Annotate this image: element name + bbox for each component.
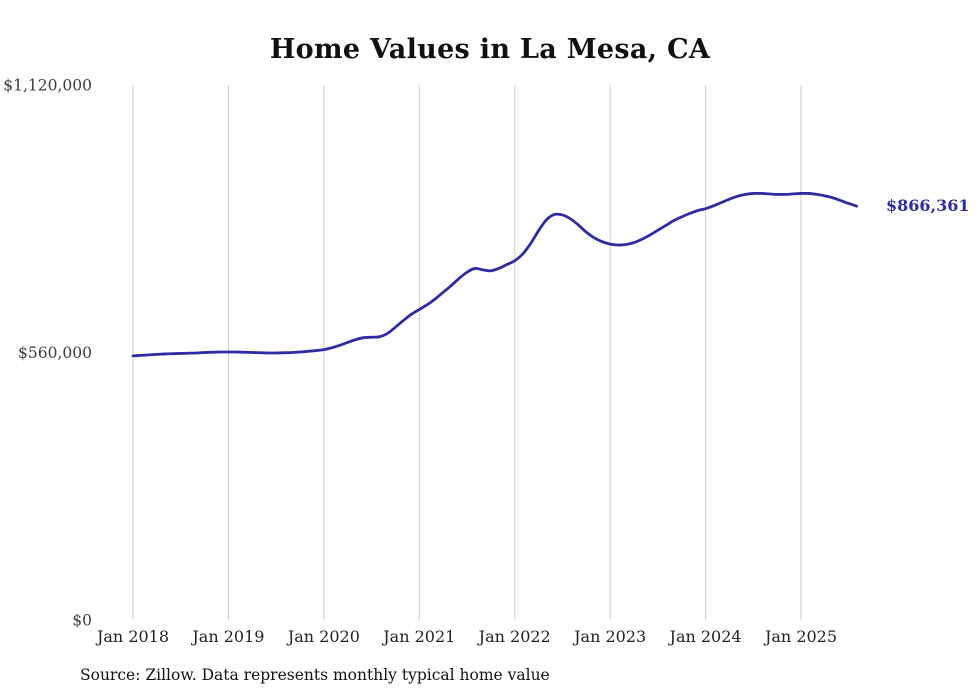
source-attribution: Source: Zillow. Data represents monthly … bbox=[80, 666, 550, 684]
x-tick-label: Jan 2020 bbox=[286, 627, 360, 646]
value-line bbox=[131, 191, 859, 358]
chart-title: Home Values in La Mesa, CA bbox=[269, 34, 711, 65]
x-tick-label: Jan 2021 bbox=[381, 627, 455, 646]
x-tick-label: Jan 2019 bbox=[190, 627, 264, 646]
x-tick-label: Jan 2022 bbox=[477, 627, 551, 646]
x-tick-label: Jan 2024 bbox=[668, 627, 742, 646]
latest-value-label: $866,361 bbox=[886, 196, 970, 215]
x-tick-label: Jan 2018 bbox=[95, 627, 169, 646]
x-tick-label: Jan 2025 bbox=[763, 627, 837, 646]
y-tick-label: $560,000 bbox=[18, 344, 92, 362]
y-tick-label: $1,120,000 bbox=[3, 77, 92, 95]
y-tick-label: $0 bbox=[72, 612, 92, 630]
x-tick-label: Jan 2023 bbox=[572, 627, 646, 646]
